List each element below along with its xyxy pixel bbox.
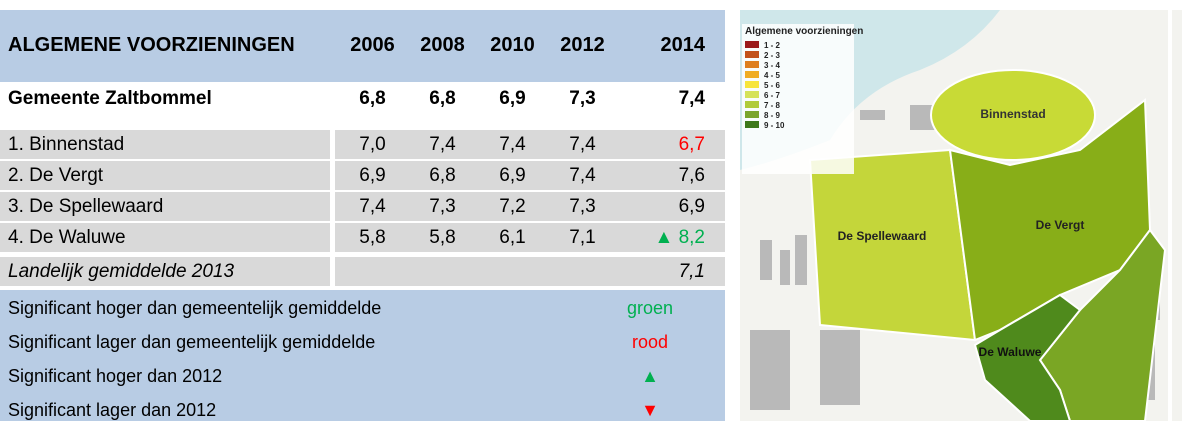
row-bg (335, 257, 725, 286)
map-legend-label: 6 - 7 (764, 91, 781, 100)
header-cell: ALGEMENE VOORZIENINGEN (8, 34, 295, 56)
header-cell: 2012 (560, 34, 605, 56)
map-legend-label: 9 - 10 (764, 121, 785, 130)
row-bg (335, 223, 725, 252)
row-bg (335, 130, 725, 159)
table-cell: 7,3 (569, 88, 596, 109)
header-cell: 2010 (490, 34, 535, 56)
legend-marker: groen (626, 298, 674, 318)
legend-marker: ▲ (641, 366, 659, 386)
table-cell: 5,8 (359, 227, 386, 248)
header-cell: 2006 (350, 34, 395, 56)
header-cell: 2014 (660, 34, 706, 56)
table-cell: 1. Binnenstad (8, 134, 125, 155)
legend-marker: rood (631, 332, 669, 352)
legend-text: Significant lager dan gemeentelijk gemid… (8, 332, 376, 352)
row-bg (0, 223, 330, 252)
area-spellewaard (808, 148, 977, 342)
map-legend-swatch (745, 111, 759, 118)
table-cell: 7,0 (359, 134, 386, 155)
table-cell: 6,8 (429, 165, 456, 186)
map-label: De Vergt (1036, 218, 1085, 232)
map-legend-label: 7 - 8 (764, 101, 781, 110)
table-cell: 6,1 (499, 227, 526, 248)
map-legend-label: 8 - 9 (764, 111, 781, 120)
map-legend-swatch (745, 101, 759, 108)
map-legend-label: 3 - 4 (764, 61, 781, 70)
row-bg (0, 161, 330, 190)
table-cell (415, 257, 470, 286)
map-legend-swatch (745, 81, 759, 88)
row-bg (0, 130, 330, 159)
table-cell: 7,2 (499, 196, 526, 217)
table-cell: 6,9 (359, 165, 386, 186)
map-legend-swatch (745, 121, 759, 128)
legend-text: Significant hoger dan gemeentelijk gemid… (8, 298, 382, 318)
table-cell: 7,4 (569, 134, 596, 155)
map-legend-swatch (745, 91, 759, 98)
map-legend-swatch (745, 61, 759, 68)
table-cell: 7,4 (429, 134, 456, 155)
header-cell: 2008 (420, 34, 465, 56)
map-legend-label: 5 - 6 (764, 81, 781, 90)
map: Algemene voorzieningen 1 - 22 - 33 - 44 -… (740, 10, 1182, 421)
legend-text: Significant hoger dan 2012 (8, 366, 223, 386)
table-cell (345, 257, 400, 286)
map-label: De Spellewaard (838, 229, 927, 243)
map-legend-swatch (745, 51, 759, 58)
table-header (0, 10, 725, 82)
table-cell: 3. De Spellewaard (8, 196, 164, 217)
table-cell: 7,4 (569, 165, 596, 186)
map-legend-bg (742, 24, 854, 174)
map-legend-swatch (745, 41, 759, 48)
row-bg (335, 161, 725, 190)
table-cell: Gemeente Zaltbommel (8, 88, 212, 109)
area-waluwe (973, 293, 1082, 421)
table-cell: 7,4 (359, 196, 386, 217)
legend-block (0, 290, 725, 421)
table-cell: 7,1 (569, 227, 596, 248)
map-legend: Algemene voorzieningen 1 - 22 - 33 - 44 -… (745, 26, 863, 130)
table-cell: 6,8 (359, 88, 386, 109)
map-label: De Waluwe (979, 345, 1042, 359)
table-cell: 5,8 (429, 227, 456, 248)
table-cell: 7,1 (678, 261, 705, 282)
map-legend-swatch (745, 71, 759, 78)
map-legend-label: 1 - 2 (764, 41, 781, 50)
row-bg (0, 257, 330, 286)
table-cell: 7,4 (678, 88, 705, 109)
map-label: Binnenstad (980, 107, 1045, 121)
table-cell: 6,9 (678, 196, 705, 217)
table-cell: 6,9 (499, 165, 526, 186)
legend-marker: ▼ (641, 400, 659, 420)
table-cell: ▲ 8,2 (654, 227, 706, 248)
legend-text: Significant lager dan 2012 (8, 400, 217, 420)
table-cell: 6,7 (678, 134, 705, 155)
table-cell (485, 257, 540, 286)
map-legend-label: 4 - 5 (764, 71, 781, 80)
table-cell: 2. De Vergt (8, 165, 104, 186)
table-cell: 7,3 (429, 196, 456, 217)
map-legend-label: 2 - 3 (764, 51, 781, 60)
table-cell: 6,8 (429, 88, 456, 109)
row-bg (335, 192, 725, 221)
table-cell: 6,9 (499, 88, 526, 109)
table-cell: 7,6 (678, 165, 705, 186)
table-cell: 7,4 (499, 134, 526, 155)
table-cell: Landelijk gemiddelde 2013 (8, 261, 235, 282)
table-cell: 7,3 (569, 196, 596, 217)
map-legend-title: Algemene voorzieningen (745, 26, 863, 37)
table-cell: 4. De Waluwe (8, 227, 126, 248)
table-cell (555, 257, 610, 286)
area-binnenstad (930, 69, 1096, 161)
row-bg (0, 192, 330, 221)
